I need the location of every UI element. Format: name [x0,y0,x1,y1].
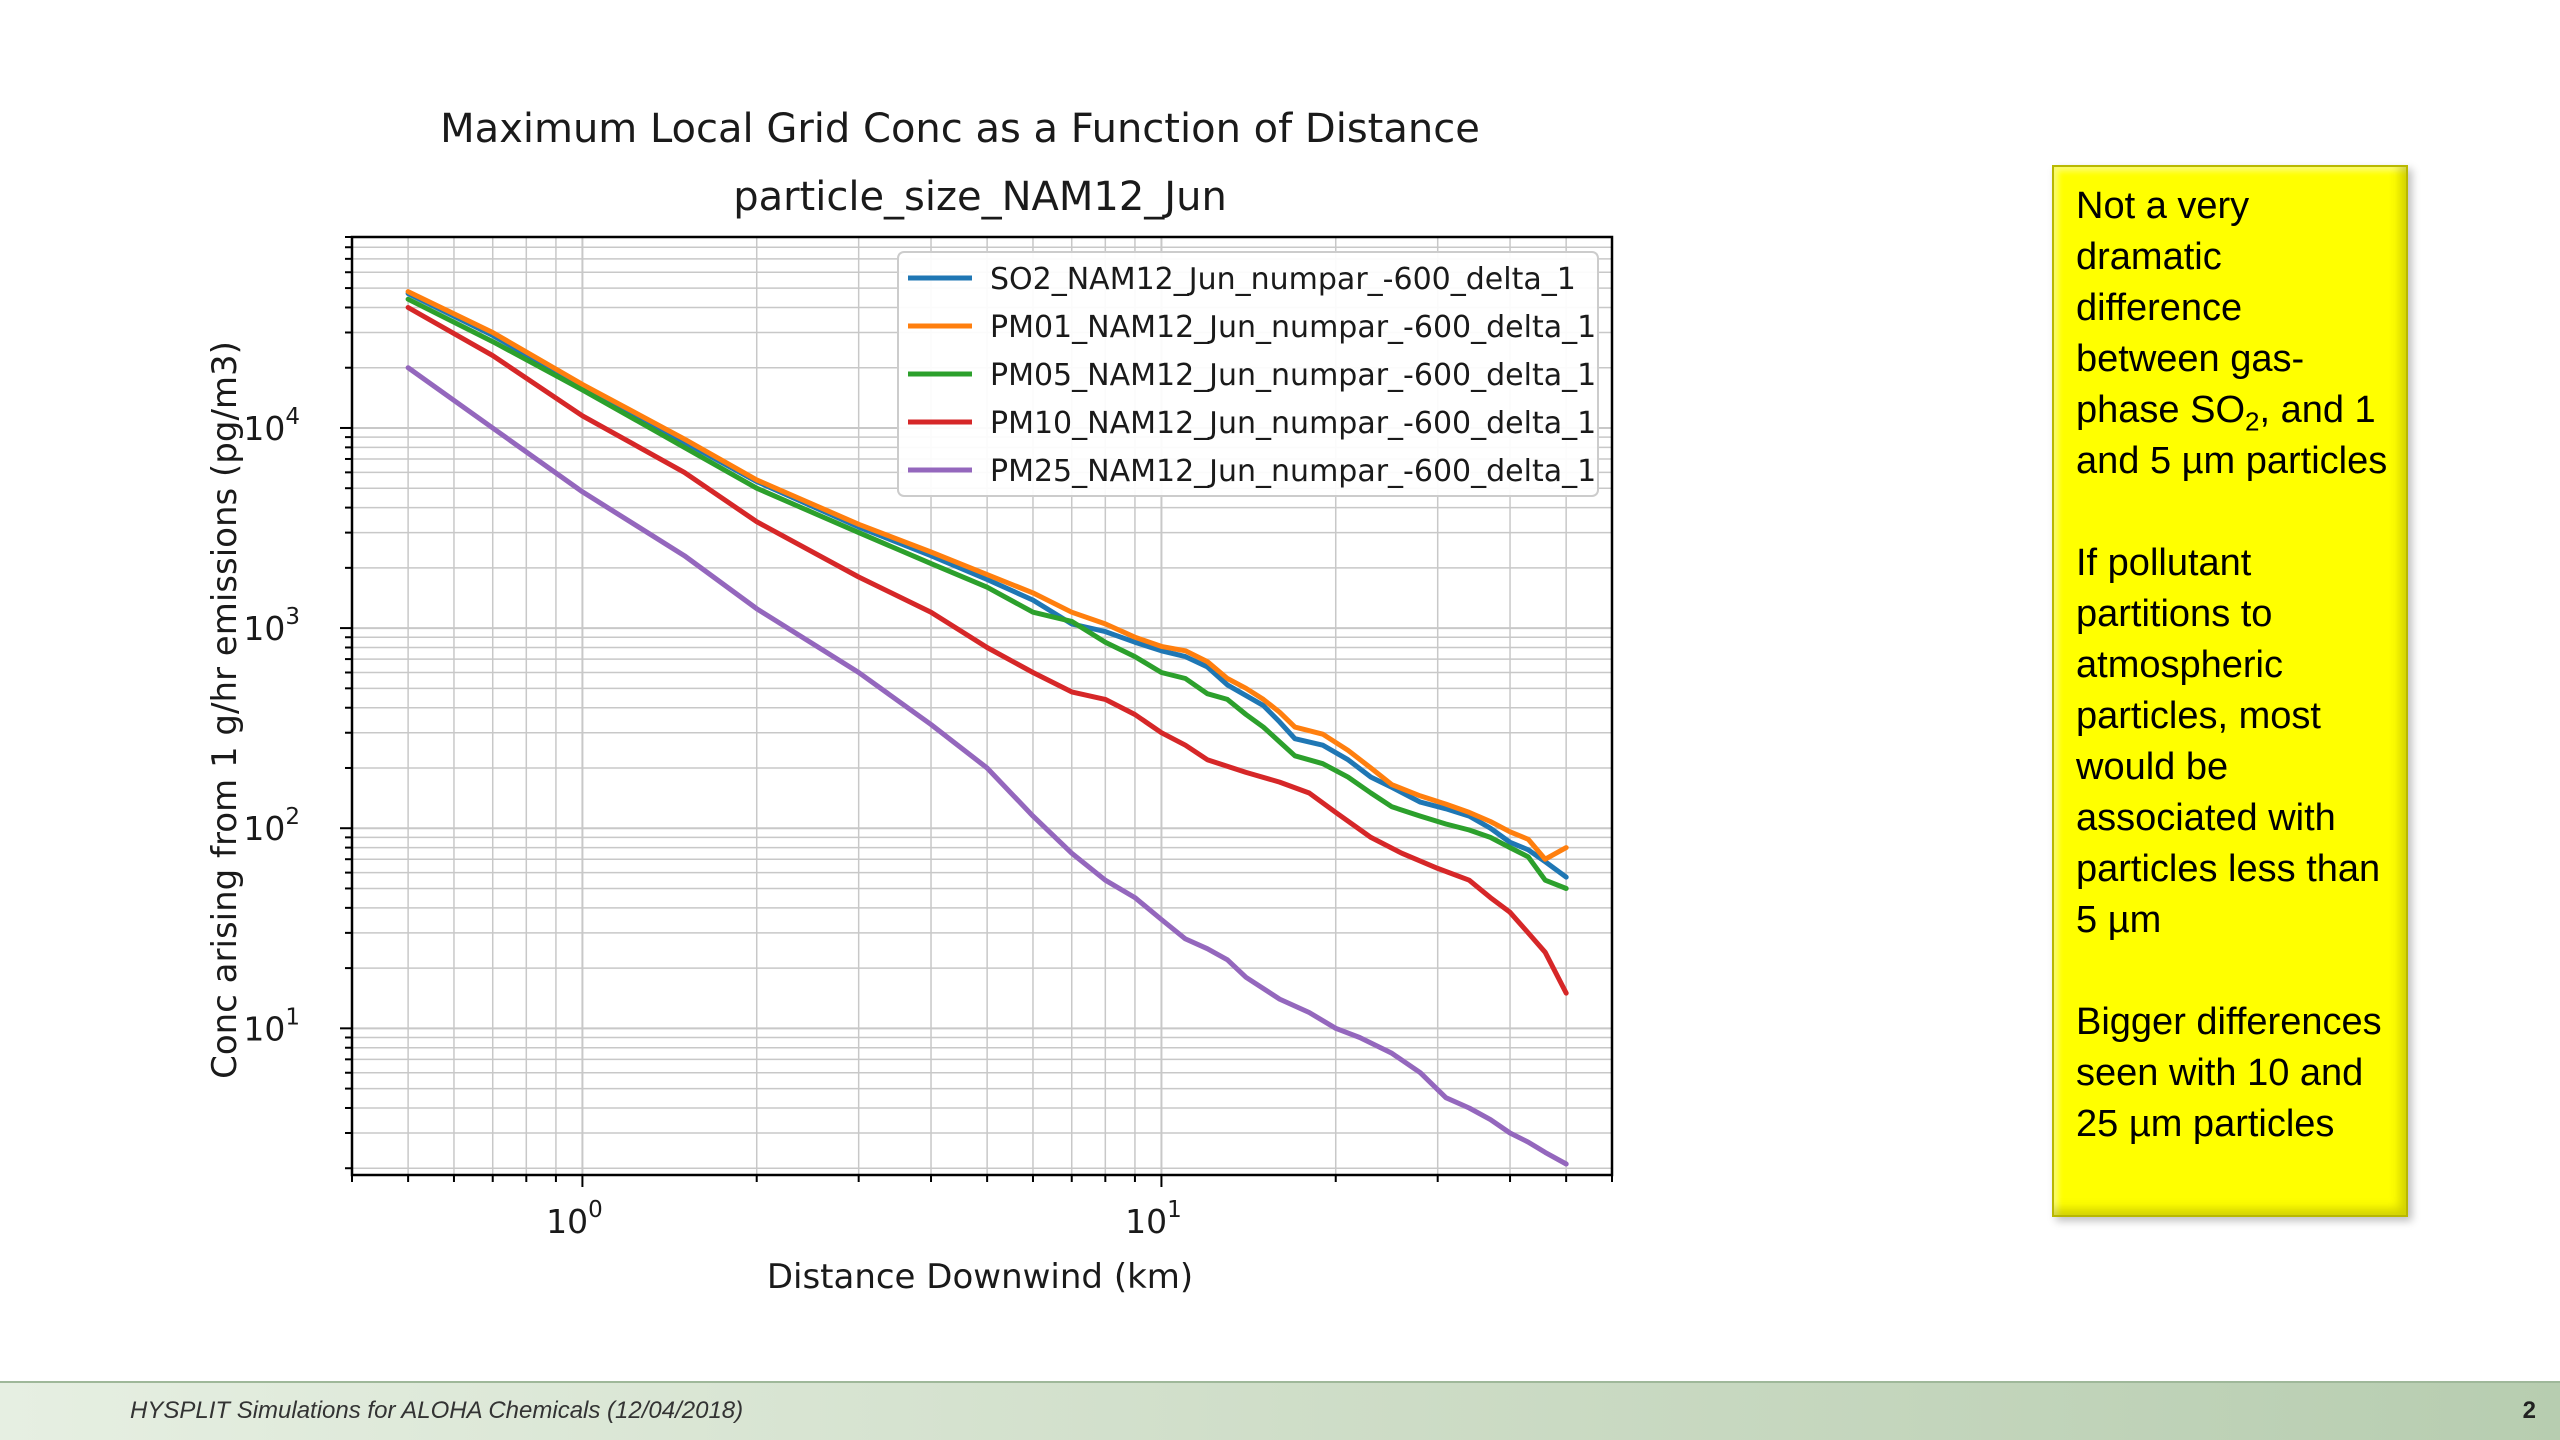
y-axis-label: Conc arising from 1 g/hr emissions (pg/m… [205,341,245,1079]
series-line-2 [405,289,1569,862]
grid [351,236,1613,1175]
legend: SO2_NAM12_Jun_numpar_-600_delta_1 PM01_NA… [897,251,1599,497]
legend-entry-1: SO2_NAM12_Jun_numpar_-600_delta_1 [990,262,1576,297]
y-tick-label: 102 [243,804,300,848]
y-tick-label: 103 [243,604,300,648]
chart-subtitle: particle_size_NAM12_Jun [733,174,1227,220]
y-tick-label: 101 [243,1004,300,1048]
y-tick-label: 104 [243,404,300,448]
series-line-1 [405,291,1569,880]
legend-entry-5: PM25_NAM12_Jun_numpar_-600_delta_1 [990,454,1596,489]
note-paragraph-2: If pollutant partitions to atmospheric p… [2076,542,2381,941]
note-box: Not a very dramatic difference between g… [2052,165,2408,1217]
legend-entry-3: PM05_NAM12_Jun_numpar_-600_delta_1 [990,358,1596,393]
footer-text: HYSPLIT Simulations for ALOHA Chemicals … [130,1397,744,1424]
note-paragraph-1: Not a very dramatic difference between g… [2076,185,2388,482]
x-axis-label: Distance Downwind (km) [767,1257,1193,1297]
footer-bar: HYSPLIT Simulations for ALOHA Chemicals … [0,1381,2560,1440]
legend-entry-2: PM01_NAM12_Jun_numpar_-600_delta_1 [990,310,1596,345]
chart: Maximum Local Grid Conc as a Function of… [205,106,1614,1297]
note-paragraph-3: Bigger differences seen with 10 and 25 µ… [2076,1001,2382,1145]
chart-title: Maximum Local Grid Conc as a Function of… [440,106,1480,152]
x-tick-label: 100 [546,1197,603,1241]
series-line-3 [405,296,1569,891]
legend-box [897,251,1599,497]
axis-ticks: 100 101 101 102 103 104 [243,236,1613,1241]
legend-entry-4: PM10_NAM12_Jun_numpar_-600_delta_1 [990,406,1596,441]
series-lines [405,289,1569,1167]
page-number: 2 [2522,1397,2536,1424]
x-tick-label: 101 [1125,1197,1182,1241]
plot-frame [350,235,1614,1177]
series-line-5 [405,365,1569,1167]
series-line-4 [405,305,1569,996]
